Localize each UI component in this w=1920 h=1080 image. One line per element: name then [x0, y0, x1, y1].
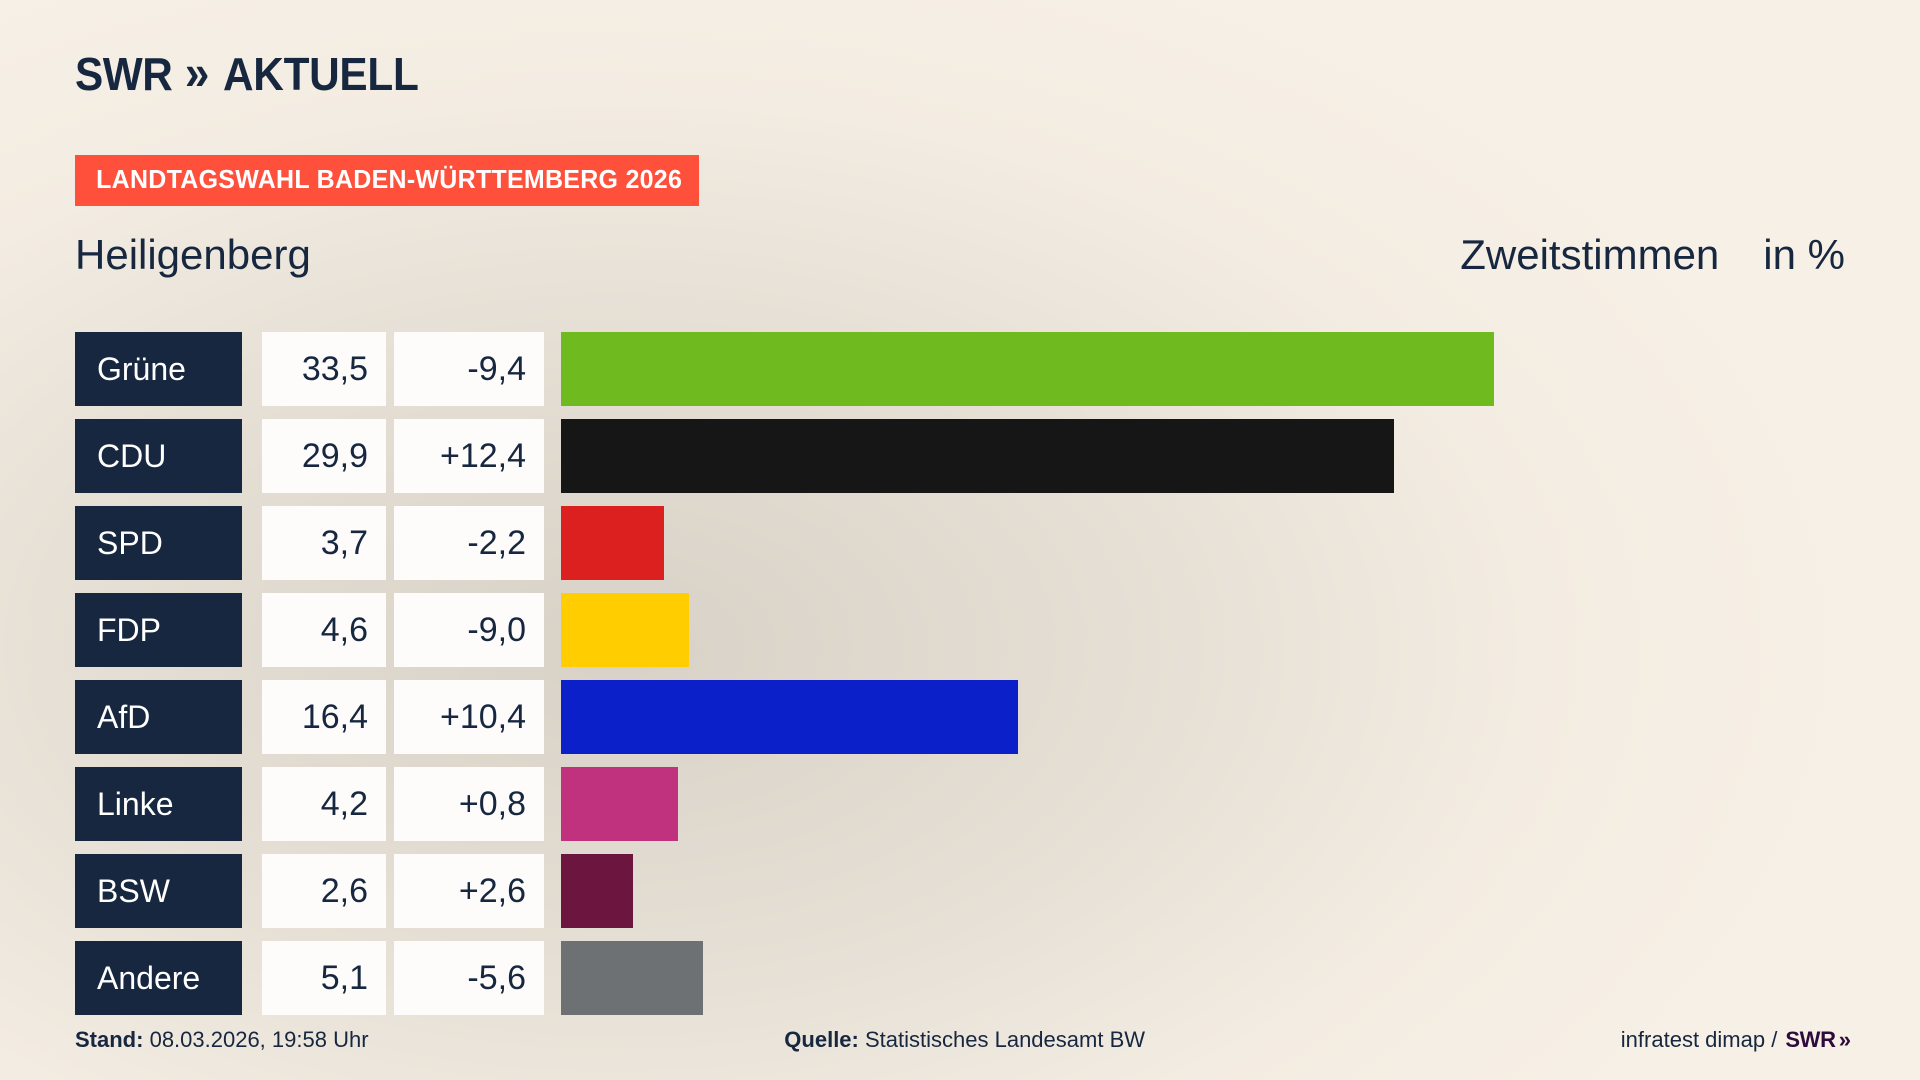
brand-header: SWR » AKTUELL [75, 46, 436, 101]
party-share-value: 4,6 [262, 593, 386, 667]
party-label: Linke [75, 767, 242, 841]
bar-track [561, 854, 1845, 928]
party-label: CDU [75, 419, 242, 493]
party-share-value: 29,9 [262, 419, 386, 493]
party-bar [561, 941, 704, 1015]
party-label: Andere [75, 941, 242, 1015]
party-change-value: +0,8 [394, 767, 544, 841]
table-row: Linke 4,2 +0,8 [75, 767, 1845, 841]
credit-swr-text: SWR [1785, 1027, 1836, 1052]
footer-bar: Stand: 08.03.2026, 19:58 Uhr Quelle: Sta… [75, 1022, 1852, 1058]
chevron-right-icon: » [1838, 1027, 1852, 1052]
results-bar-chart: Grüne 33,5 -9,4 CDU 29,9 +12,4 SPD 3,7 -2,2 FDP 4,… [75, 332, 1845, 1015]
party-share-value: 4,2 [262, 767, 386, 841]
table-row: Andere 5,1 -5,6 [75, 941, 1845, 1015]
party-change-value: -2,2 [394, 506, 544, 580]
table-row: CDU 29,9 +12,4 [75, 419, 1845, 493]
source: Quelle: Statistisches Landesamt BW [309, 1027, 1621, 1053]
stand-value: 08.03.2026, 19:58 Uhr [149, 1027, 369, 1052]
unit-label: in % [1763, 231, 1845, 278]
credit-swr-logo: SWR» [1785, 1027, 1852, 1053]
subheader-right: Zweitstimmen in % [1460, 231, 1845, 279]
table-row: Grüne 33,5 -9,4 [75, 332, 1845, 406]
bar-track [561, 332, 1845, 406]
quelle-label: Quelle: [784, 1027, 859, 1052]
party-change-value: -9,0 [394, 593, 544, 667]
bar-track [561, 593, 1845, 667]
bar-track [561, 680, 1845, 754]
party-bar [561, 419, 1394, 493]
table-row: SPD 3,7 -2,2 [75, 506, 1845, 580]
party-change-value: +10,4 [394, 680, 544, 754]
credit-text: infratest dimap / [1620, 1027, 1778, 1052]
party-label: FDP [75, 593, 242, 667]
bar-track [561, 419, 1845, 493]
party-bar [561, 680, 1018, 754]
party-change-value: -5,6 [394, 941, 544, 1015]
page-title: Heiligenberg [75, 231, 311, 278]
party-change-value: -9,4 [394, 332, 544, 406]
bar-track [561, 941, 1845, 1015]
credit: infratest dimap / SWR» [1620, 1027, 1852, 1053]
chevron-right-icon: » [184, 46, 210, 101]
party-share-value: 3,7 [262, 506, 386, 580]
bar-track [561, 767, 1845, 841]
logo-aktuell-text: AKTUELL [223, 48, 419, 100]
bar-track [561, 506, 1845, 580]
subheader-bar: Heiligenberg Zweitstimmen in % [0, 225, 1920, 285]
party-bar [561, 767, 678, 841]
party-bar [561, 506, 665, 580]
vote-type-label: Zweitstimmen [1460, 231, 1720, 278]
party-label: BSW [75, 854, 242, 928]
party-bar [561, 854, 634, 928]
party-share-value: 33,5 [262, 332, 386, 406]
table-row: FDP 4,6 -9,0 [75, 593, 1845, 667]
party-bar [561, 593, 690, 667]
table-row: AfD 16,4 +10,4 [75, 680, 1845, 754]
party-label: Grüne [75, 332, 242, 406]
party-label: AfD [75, 680, 242, 754]
party-change-value: +12,4 [394, 419, 544, 493]
election-banner: LANDTAGSWAHL BADEN-WÜRTTEMBERG 2026 [75, 155, 700, 206]
party-share-value: 16,4 [262, 680, 386, 754]
stand-label: Stand: [75, 1027, 144, 1052]
party-label: SPD [75, 506, 242, 580]
party-share-value: 2,6 [262, 854, 386, 928]
quelle-value: Statistisches Landesamt BW [865, 1027, 1146, 1052]
swr-aktuell-logo: SWR » AKTUELL [75, 46, 436, 101]
party-bar [561, 332, 1495, 406]
logo-swr-text: SWR [75, 48, 173, 100]
table-row: BSW 2,6 +2,6 [75, 854, 1845, 928]
party-change-value: +2,6 [394, 854, 544, 928]
party-share-value: 5,1 [262, 941, 386, 1015]
timestamp: Stand: 08.03.2026, 19:58 Uhr [75, 1027, 369, 1053]
